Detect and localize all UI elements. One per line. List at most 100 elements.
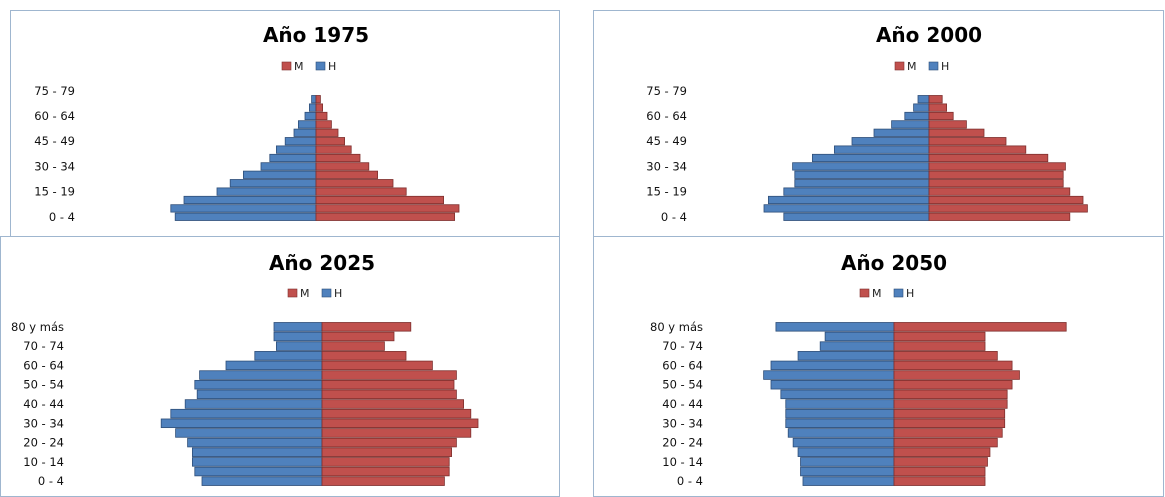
bar-m [321,457,450,467]
bar-m [928,128,985,137]
bar-h [297,120,317,129]
legend-label-m: M [872,287,882,300]
legend-swatch-h [321,288,332,298]
bar-h [851,137,930,146]
bar-m [928,179,1064,188]
bar-m [928,153,1049,163]
bar-h [792,162,930,171]
bar-h [174,212,317,221]
bar-h [216,187,317,196]
tick-label: 0 - 4 [38,474,64,488]
bar-h [800,457,895,467]
tick-label: 70 - 74 [662,339,703,353]
pyramid-panel-2050: Año 2050 M H 80 y más 70 - 74 60 - 64 50 - 54 4… [593,236,1164,497]
tick-label: 40 - 44 [662,397,703,411]
bar-h [308,103,317,112]
bar-m [928,137,1007,146]
bar-m [315,187,407,196]
bar-h [254,351,323,361]
bar-m [315,153,361,163]
bar-m [315,120,332,129]
bar-h [275,341,323,351]
tick-label: 0 - 4 [677,474,703,488]
bar-h [284,137,317,146]
bar-m [321,476,445,486]
bar-h [767,195,930,205]
bar-m [315,103,323,112]
legend-label-m: M [294,60,304,73]
legend-swatch-h [315,61,326,71]
legend-label-h: H [906,287,914,300]
bar-m [893,341,986,351]
bar-h [293,128,317,137]
bar-m [315,95,321,104]
bar-m [893,360,1013,371]
chart-title-2050: Año 2050 [841,251,947,275]
chart-title-2025: Año 2025 [269,251,375,275]
bar-m [893,399,1008,409]
bar-h [833,145,930,154]
tick-label: 45 - 49 [34,134,75,148]
bar-h [785,399,895,409]
bar-m [315,145,352,154]
bar-m [928,162,1066,171]
bar-h [183,195,317,205]
bar-m [928,120,967,129]
bar-m [893,331,986,342]
bar-m [321,360,433,371]
bar-h [763,370,895,380]
tick-label: 30 - 34 [662,416,703,430]
bar-m [315,212,456,221]
bar-m [321,379,455,390]
bar-h [242,170,317,179]
tick-label: 60 - 64 [34,109,75,123]
bar-m [893,370,1020,380]
bar-m [321,341,385,351]
legend-swatch-m [859,288,870,298]
bar-h [797,351,895,361]
bar-m [321,399,465,409]
bar-m [315,111,328,121]
bar-m [928,145,1027,154]
bar-m [321,447,453,457]
legend-label-h: H [941,60,949,73]
bar-m [315,128,339,137]
legend-label-m: M [300,287,310,300]
bar-m [893,447,991,457]
bar-h [196,389,323,400]
bar-h [794,179,930,188]
tick-label: 75 - 79 [646,84,687,98]
bar-h [797,447,895,457]
pyramid-panel-2025: Año 2025 M H 80 y más 70 - 74 60 - 64 50 - 54 4… [0,236,560,497]
bar-m [321,370,457,380]
tick-label: 15 - 19 [34,185,75,199]
bar-m [893,476,986,486]
bar-m [315,137,346,146]
bar-m [893,322,1067,332]
bar-h [904,111,930,121]
bar-m [321,408,472,419]
bar-h [785,418,895,429]
bar-h [917,95,930,104]
bar-h [819,341,895,351]
tick-label: 10 - 14 [662,455,703,469]
bar-h [175,428,323,438]
bar-m [893,466,986,477]
bar-h [792,437,895,448]
bar-h [873,128,930,137]
legend-swatch-m [287,288,298,298]
bar-m [928,187,1071,196]
bar-h [170,204,317,213]
bar-m [315,204,460,213]
bar-m [928,103,948,112]
bar-m [928,170,1064,179]
bar-m [315,179,394,188]
legend-label-m: M [907,60,917,73]
bar-h [811,153,930,163]
bar-h [783,187,930,196]
tick-label: 0 - 4 [661,210,687,224]
tick-label: 30 - 34 [646,159,687,173]
tick-label: 45 - 49 [646,134,687,148]
